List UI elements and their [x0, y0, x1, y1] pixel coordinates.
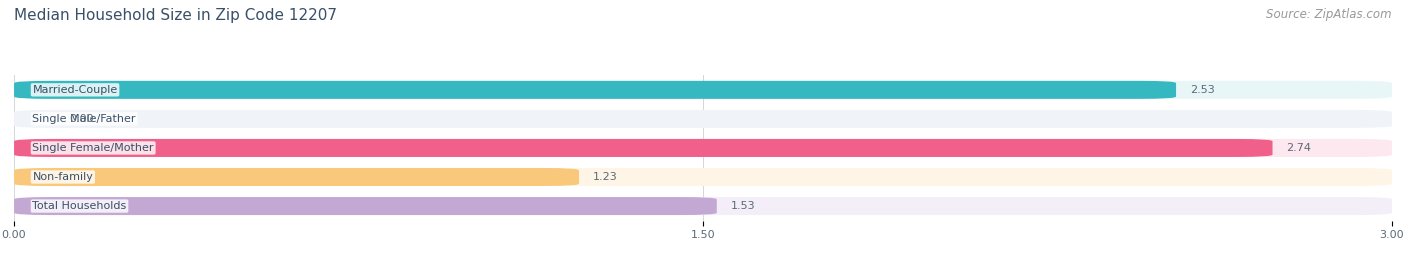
FancyBboxPatch shape: [14, 81, 1175, 99]
Text: Source: ZipAtlas.com: Source: ZipAtlas.com: [1267, 8, 1392, 21]
Text: 0.00: 0.00: [69, 114, 94, 124]
Text: Single Male/Father: Single Male/Father: [32, 114, 136, 124]
FancyBboxPatch shape: [14, 110, 1392, 128]
FancyBboxPatch shape: [14, 197, 717, 215]
Text: Median Household Size in Zip Code 12207: Median Household Size in Zip Code 12207: [14, 8, 337, 23]
Text: Non-family: Non-family: [32, 172, 93, 182]
Text: 2.53: 2.53: [1189, 85, 1215, 95]
FancyBboxPatch shape: [14, 168, 579, 186]
Text: Married-Couple: Married-Couple: [32, 85, 118, 95]
FancyBboxPatch shape: [14, 81, 1392, 99]
Text: 1.53: 1.53: [731, 201, 755, 211]
FancyBboxPatch shape: [14, 197, 1392, 215]
Text: Single Female/Mother: Single Female/Mother: [32, 143, 153, 153]
FancyBboxPatch shape: [14, 168, 1392, 186]
FancyBboxPatch shape: [14, 139, 1272, 157]
Text: 2.74: 2.74: [1286, 143, 1312, 153]
Text: 1.23: 1.23: [593, 172, 617, 182]
Text: Total Households: Total Households: [32, 201, 127, 211]
FancyBboxPatch shape: [14, 139, 1392, 157]
